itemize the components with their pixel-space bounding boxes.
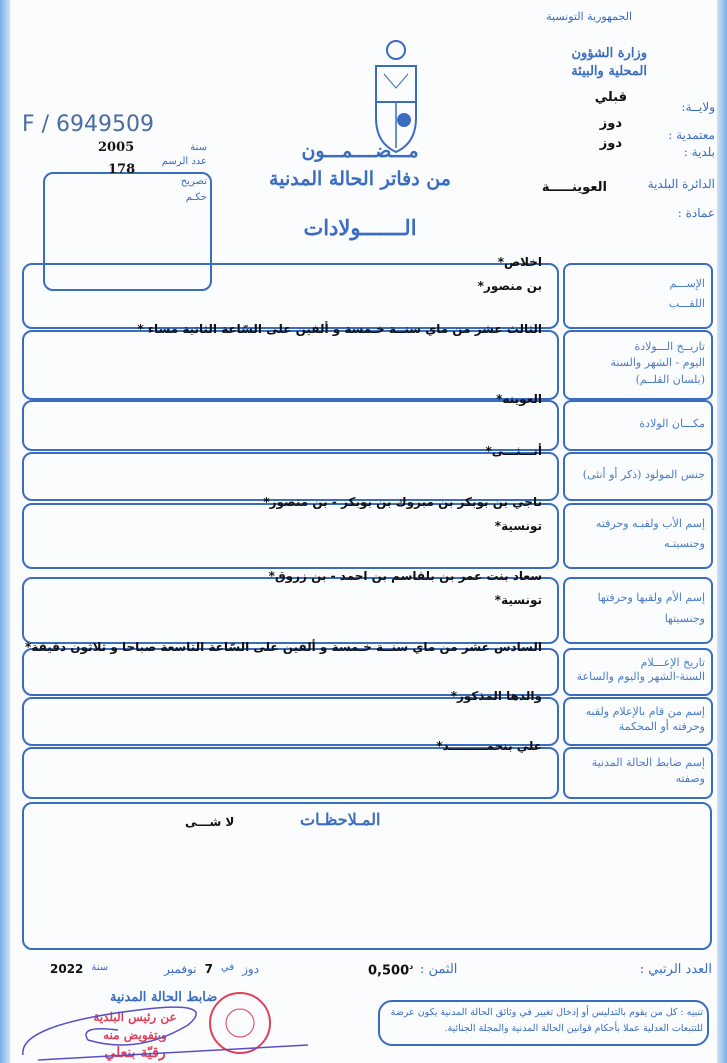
district-label: الدائرة البلدية [647, 177, 715, 191]
entry-value-box [22, 697, 559, 746]
imada-label: عمادة : [677, 206, 715, 220]
entry-label: اليوم - الشهر والسنة [610, 356, 705, 369]
entry-label-box [563, 503, 713, 569]
entry-label: تاريخ الإعـــلام [640, 655, 705, 669]
entry-value: علي بنحمـــــــــد* [436, 739, 542, 753]
entry-label-box [563, 747, 713, 799]
entry-label: إسم ضابط الحالة المدنية [591, 756, 705, 769]
entry-value: الثالث عشر من ماي سنــة خـمسة و ألفين عل… [137, 322, 542, 336]
delegation-label: معتمدية : [668, 128, 715, 142]
officer-title: ضابط الحالة المدنية [110, 990, 218, 1005]
republic-label: الجمهورية التونسية [546, 10, 632, 23]
entry-label-box [563, 697, 713, 746]
entry-label-box [563, 648, 713, 696]
coat-of-arms-icon [375, 40, 417, 154]
entry-value-box [22, 263, 559, 329]
serial-order-label: العدد الرتبي : [639, 962, 712, 977]
entry-label: الإســـم [669, 276, 705, 290]
entry-value: اخلاص* [497, 255, 542, 269]
municipality-label: بلدية : [683, 145, 715, 159]
entry-value-box [22, 452, 559, 501]
entry-label: وحرفته أو المحكمة [618, 720, 705, 733]
entry-value-box [22, 503, 559, 569]
entry-value-box [22, 747, 559, 799]
entry-label-box [563, 452, 713, 501]
ministry-label: وزارة الشؤون المحلية والبيئة [571, 46, 647, 79]
price-value: 0,500د [368, 962, 413, 978]
month: نوفمبر [164, 962, 197, 976]
warning-box [378, 1000, 709, 1046]
title-line3: الـــــــولادات [303, 215, 417, 240]
remarks-value: لا شـــى [185, 815, 235, 829]
judgment-label: حكـم [185, 192, 207, 203]
entry-value-box [22, 648, 559, 696]
title-line2: من دفاتر الحالة المدنية [269, 168, 451, 190]
entry-label: إسم الأب ولقبـه وحرفته [595, 516, 705, 530]
entry-label: اللقـــب [668, 297, 705, 311]
price-label: الثمن : [420, 962, 458, 977]
left-border [0, 0, 10, 1063]
delegation-value: دوز [599, 116, 622, 131]
entry-value: سعاد بنت عمر بن بلقاسم بن احمد - بن زروق… [268, 569, 542, 583]
entry-label: تاريــخ الـــولادة [634, 339, 705, 353]
entry-value: بن منصور* [477, 279, 542, 293]
place: دوز [242, 962, 260, 976]
entry-value-box [22, 330, 559, 400]
in-label: في [221, 962, 235, 973]
entry-label: وجنسيتها [664, 612, 705, 625]
entry-label: وجنسيتـه [663, 537, 705, 551]
entry-value: أنـــثـــى* [485, 444, 542, 458]
entry-value: العوينه* [496, 392, 542, 406]
year-label: سنة [190, 142, 207, 153]
remarks-label: المـلاحظـات [300, 810, 381, 829]
municipality-value: دوز [599, 136, 622, 151]
stamp-name: رقيّة بنعلي [104, 1045, 166, 1061]
entry-label: السنة-الشهر واليوم والساعة [576, 670, 705, 684]
year-value: 2022 [50, 962, 84, 976]
entry-label-box [563, 263, 713, 329]
entry-label: (بلسان القلــم) [635, 372, 705, 386]
wilaya-label: ولايــة: [681, 100, 716, 114]
entry-value: تونسية* [494, 519, 542, 533]
declaration-label: تصريح [180, 176, 207, 187]
entry-value-box [22, 400, 559, 451]
stamp-line2: وبتفويض منه [103, 1028, 167, 1042]
entry-value: السادس عشر من ماي سنــة خـمسة و ألفين عل… [25, 640, 542, 654]
signature-and-seal-icon [22, 992, 309, 1061]
wilaya-value: قبلي [594, 90, 627, 105]
entry-label: مكـــان الولادة [639, 416, 705, 430]
record-value: 178 [108, 162, 136, 177]
registry-box [43, 172, 212, 291]
price-unit: د [409, 962, 414, 971]
serial-number: F / 6949509 [22, 112, 155, 137]
remarks-box [22, 802, 712, 950]
entry-value: ناجي بن بوبكر بن مبروك بن بوبكر - بن منص… [263, 495, 542, 509]
entry-value: والدها المذكور* [450, 689, 542, 703]
entry-label: إسم من قام بالإعلام ولقبه [585, 705, 705, 718]
day: 7 [204, 962, 213, 976]
entry-value-box [22, 577, 559, 644]
warning-text: تنبيه : كل من يقوم بالتدليس أو إدخال تغي… [390, 1007, 703, 1034]
date-line: دوز في 7 نوفمبر سنة 2022 [50, 962, 259, 976]
entry-label-box [563, 330, 713, 400]
entry-value: تونسية* [494, 593, 542, 607]
entry-label-box [563, 577, 713, 644]
entry-label: وصفته [675, 772, 705, 785]
right-border [717, 0, 727, 1063]
entry-label-box [563, 400, 713, 451]
entry-label: جنس المولود (ذكر أو أنثى) [582, 467, 705, 481]
record-label: عدد الرسم [161, 156, 207, 167]
title-line1: مـــضــــمـــون [301, 140, 419, 162]
year-value: 2005 [98, 140, 135, 155]
year-label: سنة [91, 962, 109, 973]
entry-label: إسم الأم ولقبها وحرفتها [597, 591, 705, 604]
district-value: العوينـــــة [541, 180, 607, 195]
price-amount: 0,500 [368, 963, 410, 979]
